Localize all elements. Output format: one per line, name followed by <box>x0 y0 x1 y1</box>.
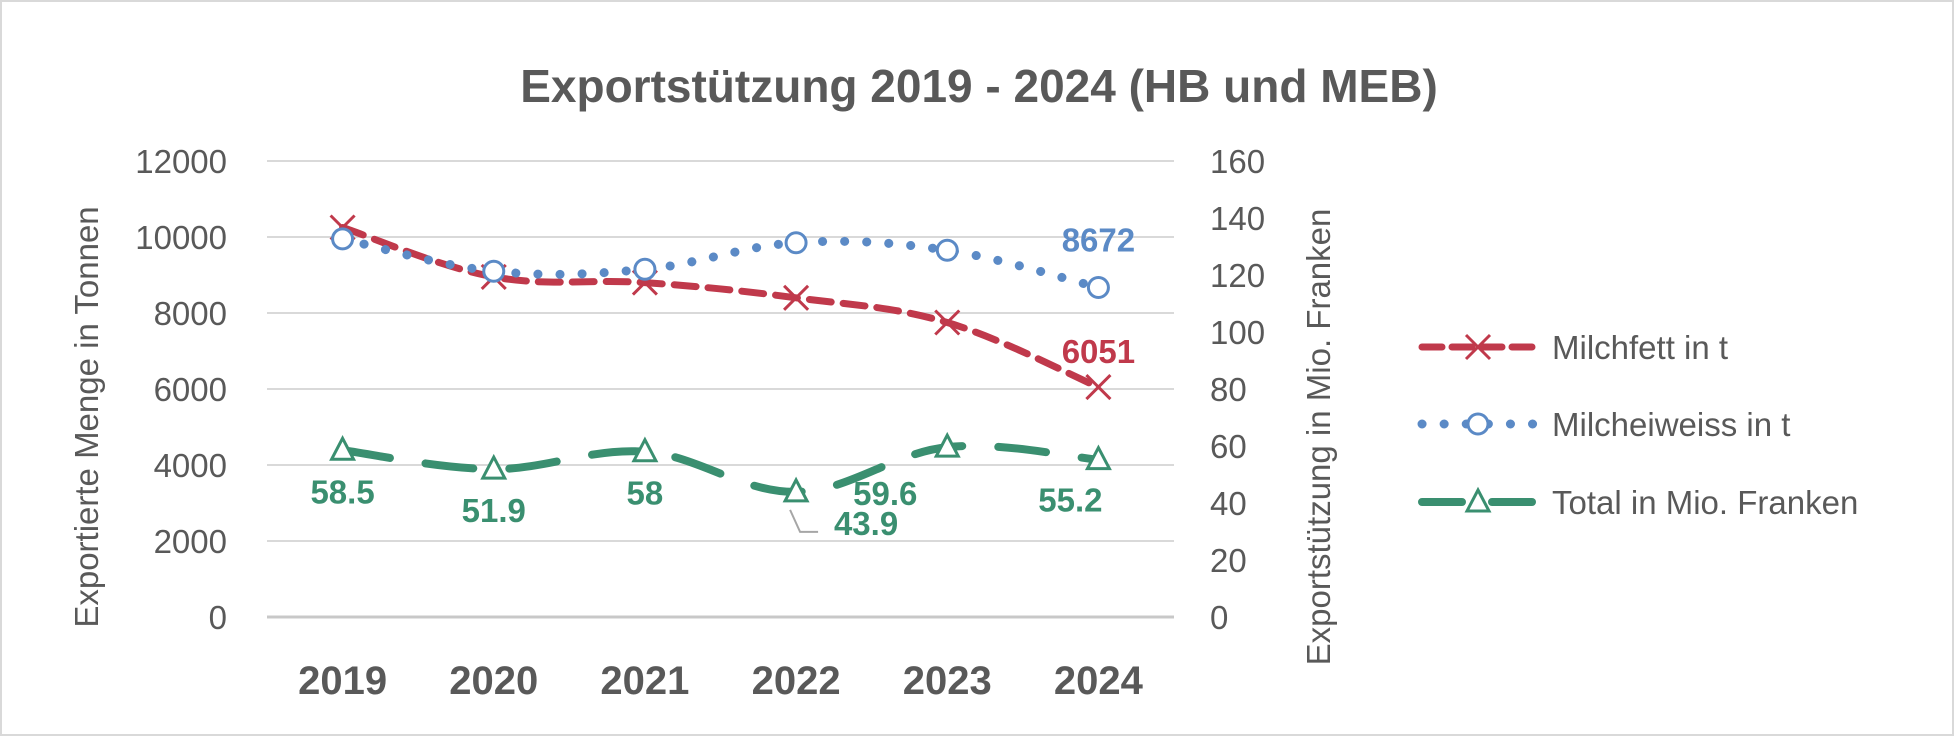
marker-stroke <box>783 284 810 311</box>
data-label: 51.9 <box>462 492 526 529</box>
right-tick-label: 40 <box>1210 485 1247 522</box>
legend-marker <box>1466 412 1490 436</box>
marker-stroke <box>934 309 961 336</box>
right-tick-label: 20 <box>1210 542 1247 579</box>
data-point <box>783 284 810 311</box>
left-tick-label: 10000 <box>135 219 227 256</box>
left-tick-label: 2000 <box>154 523 227 560</box>
legend-label: Milcheiweiss in t <box>1552 406 1790 443</box>
data-point <box>329 435 357 461</box>
right-tick-label: 140 <box>1210 200 1265 237</box>
x-tick-label: 2021 <box>600 659 689 703</box>
right-tick-label: 100 <box>1210 314 1265 351</box>
data-label: 55.2 <box>1038 482 1102 519</box>
series-line <box>338 234 1103 292</box>
data-point <box>631 436 659 463</box>
leader-line <box>789 509 819 533</box>
data-point <box>1085 374 1112 401</box>
data-point <box>784 231 808 255</box>
data-point <box>934 309 961 336</box>
right-axis-ticks: 0 20 40 60 80 100 120 140 160 <box>1210 143 1265 636</box>
series-line <box>339 224 1102 391</box>
data-point <box>935 238 959 262</box>
right-tick-label: 0 <box>1210 599 1228 636</box>
data-label: 43.9 <box>834 505 898 542</box>
series-line <box>338 441 1103 496</box>
left-axis-ticks: 0 2000 4000 6000 8000 10000 12000 <box>135 143 227 636</box>
data-label: 58.5 <box>310 473 374 510</box>
legend-label: Total in Mio. Franken <box>1552 484 1858 521</box>
left-tick-label: 8000 <box>154 295 227 332</box>
series-1 <box>331 227 1110 299</box>
legend: Milchfett in t Milcheiweiss in t Total in … <box>1417 329 1858 521</box>
data-point <box>1084 444 1112 471</box>
legend-item-0: Milchfett in t <box>1418 329 1728 366</box>
right-tick-label: 80 <box>1210 371 1247 408</box>
legend-item-1: Milcheiweiss in t <box>1417 406 1790 443</box>
x-tick-label: 2022 <box>752 659 841 703</box>
x-tick-label: 2023 <box>903 659 992 703</box>
left-tick-label: 4000 <box>154 447 227 484</box>
data-label: 6051 <box>1062 333 1135 370</box>
chart-title: Exportstützung 2019 - 2024 (HB und MEB) <box>520 60 1438 112</box>
left-tick-label: 0 <box>209 599 227 636</box>
right-tick-label: 160 <box>1210 143 1265 180</box>
data-point <box>1086 275 1110 299</box>
gridlines <box>267 160 1174 619</box>
x-axis-ticks: 2019 2020 2021 2022 2023 2024 <box>298 659 1144 703</box>
left-tick-label: 6000 <box>154 371 227 408</box>
legend-label: Milchfett in t <box>1552 329 1728 366</box>
data-point <box>482 259 506 283</box>
data-point <box>480 453 508 480</box>
x-tick-label: 2020 <box>449 659 538 703</box>
legend-marker <box>1464 486 1492 513</box>
data-point <box>933 431 961 458</box>
data-label: 58 <box>627 475 664 512</box>
x-tick-label: 2024 <box>1054 659 1144 703</box>
left-axis-title: Exportierte Menge in Tonnen <box>68 206 105 627</box>
right-tick-label: 120 <box>1210 257 1265 294</box>
right-tick-label: 60 <box>1210 428 1247 465</box>
series-2 <box>329 431 1112 503</box>
data-label: 59.6 <box>853 475 917 512</box>
data-point <box>633 257 657 281</box>
right-axis-title: Exportstützung in Mio. Franken <box>1300 209 1337 666</box>
marker-stroke <box>1464 333 1492 361</box>
x-tick-label: 2019 <box>298 659 387 703</box>
left-tick-label: 12000 <box>135 143 227 180</box>
data-point <box>331 227 355 251</box>
series-layer <box>329 214 1112 503</box>
data-label: 8672 <box>1062 221 1135 258</box>
legend-item-2: Total in Mio. Franken <box>1418 484 1858 521</box>
legend-marker <box>1464 333 1492 361</box>
series-0 <box>329 214 1112 401</box>
data-labels: 6051 8672 58.5 51.9 58 43.959.6 55.2 <box>310 221 1135 541</box>
marker-stroke <box>1085 374 1112 401</box>
data-point <box>782 476 810 503</box>
